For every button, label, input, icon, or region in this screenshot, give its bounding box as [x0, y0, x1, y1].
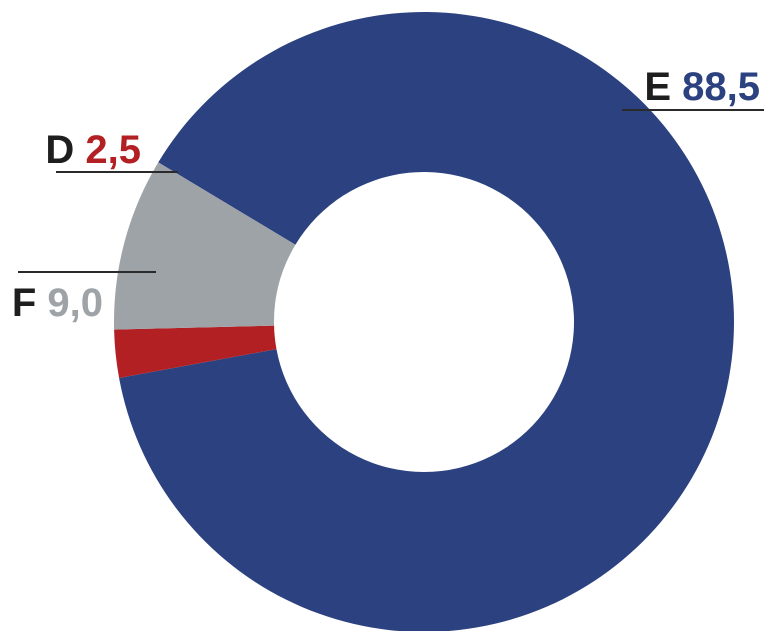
donut-slices [114, 12, 734, 631]
slice-letter-f: F [12, 281, 48, 325]
slice-value-e: 88,5 [682, 65, 760, 109]
slice-value-f: 9,0 [47, 281, 103, 325]
slice-value-d: 2,5 [85, 128, 141, 172]
slice-f [114, 162, 296, 330]
slice-labels: E 88,5 D 2,5 F 9,0 [12, 65, 760, 325]
slice-e [119, 12, 734, 631]
slice-label-e: E 88,5 [644, 65, 760, 109]
slice-d [114, 325, 277, 378]
slice-label-d: D 2,5 [45, 128, 141, 172]
slice-label-f: F 9,0 [12, 281, 103, 325]
slice-letter-e: E [644, 65, 682, 109]
leader-lines [18, 109, 764, 273]
slice-letter-d: D [45, 128, 85, 172]
